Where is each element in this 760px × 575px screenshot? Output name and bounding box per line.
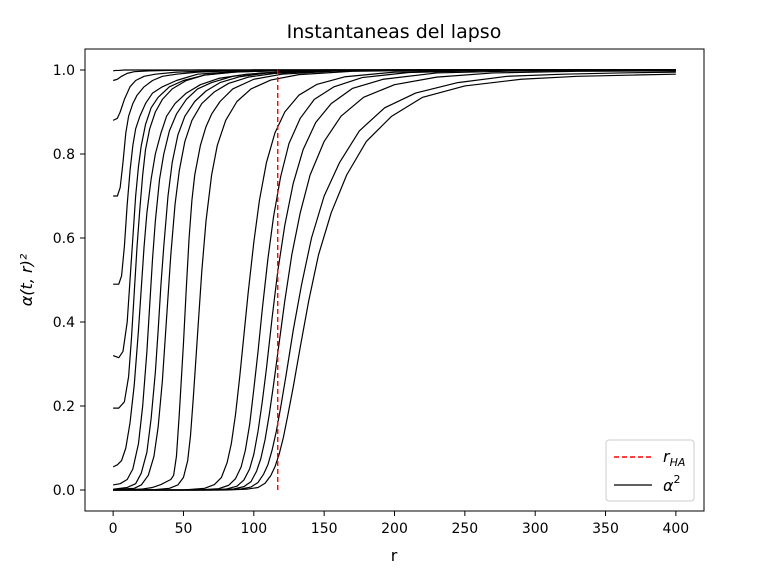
y-tick-label: 0.8 bbox=[53, 147, 75, 163]
x-tick-label: 200 bbox=[381, 521, 408, 537]
y-tick-label: 0.6 bbox=[53, 231, 75, 247]
y-axis-label: α(t, r)² bbox=[17, 253, 36, 306]
legend-box bbox=[606, 440, 694, 501]
x-tick-label: 250 bbox=[451, 521, 478, 537]
y-tick-label: 1.0 bbox=[53, 63, 75, 79]
chart-title: Instantaneas del lapso bbox=[287, 21, 502, 43]
x-tick-label: 400 bbox=[662, 521, 689, 537]
x-tick-label: 0 bbox=[109, 521, 118, 537]
x-tick-label: 150 bbox=[311, 521, 338, 537]
x-tick-label: 300 bbox=[522, 521, 549, 537]
y-tick-label: 0.0 bbox=[53, 483, 75, 499]
x-tick-label: 50 bbox=[175, 521, 193, 537]
y-tick-label: 0.4 bbox=[53, 315, 75, 331]
x-axis-label: r bbox=[391, 546, 398, 565]
x-tick-label: 100 bbox=[240, 521, 267, 537]
x-tick-label: 350 bbox=[592, 521, 619, 537]
y-tick-label: 0.2 bbox=[53, 399, 75, 415]
legend: rHA α2 bbox=[606, 440, 694, 501]
